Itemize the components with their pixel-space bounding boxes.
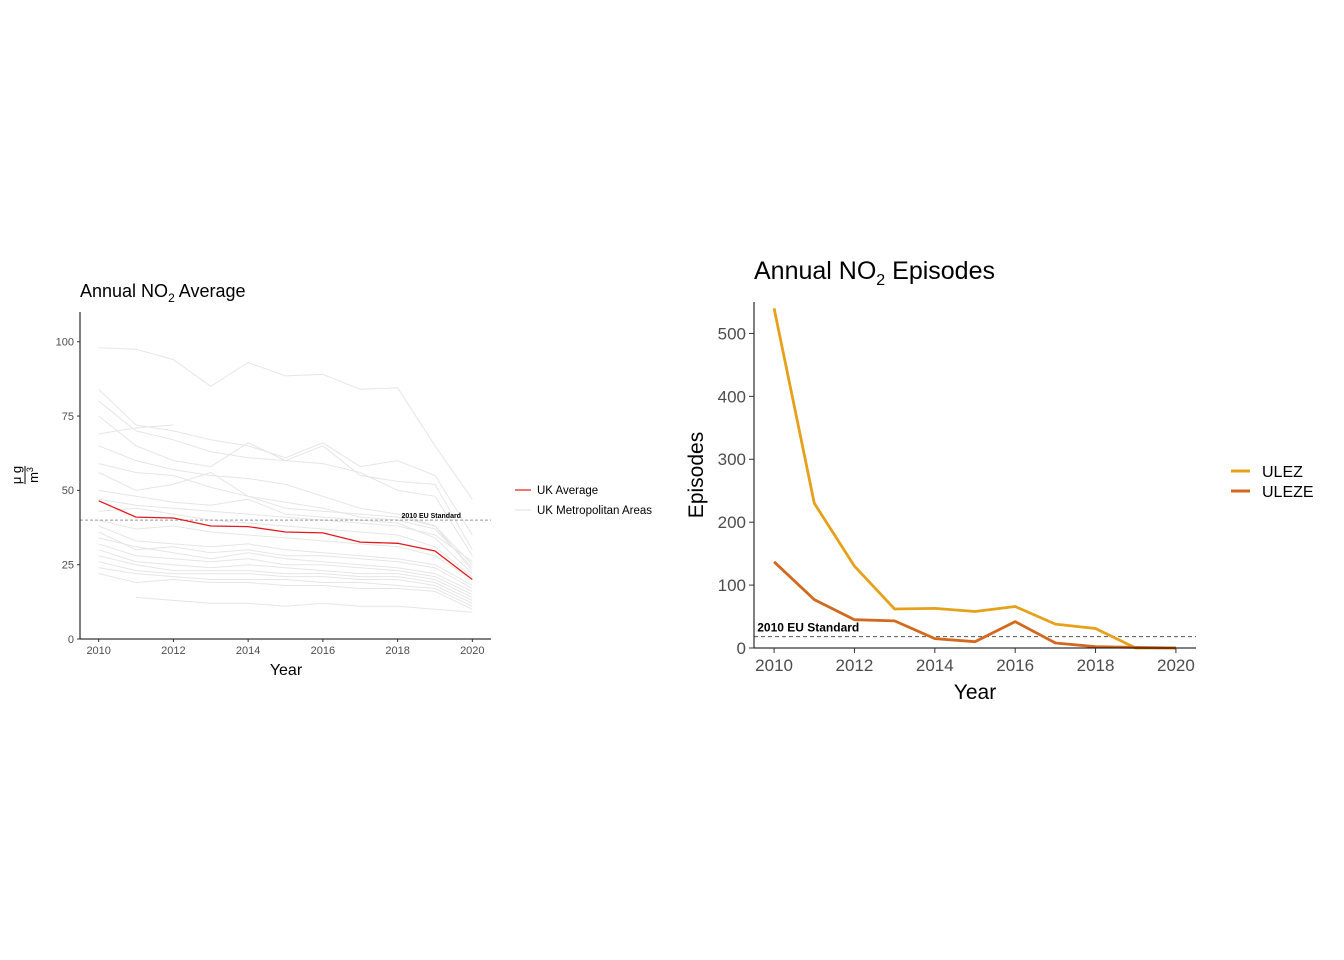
y-tick-label: 75 [62,411,74,423]
y-tick-label: 300 [718,450,746,469]
chart1-title: Annual NO2 Average [80,281,245,305]
legend-label-ulez: ULEZ [1262,464,1303,481]
eu-standard-label: 2010 EU Standard [401,513,461,520]
metro-area-line [98,415,473,557]
chart2-axes: 2010 2012 2014 2016 2018 2020 0 100 200 300 400 500 [718,302,1196,675]
metro-area-line [98,519,473,580]
series-line-uleze [773,560,1176,650]
chart1-y-axis-label: μ g m3 [9,466,41,484]
metro-area-line [98,537,473,592]
metro-area-line [135,596,473,613]
x-tick-label: 2016 [311,645,335,657]
uk-average-series [98,500,473,581]
eu-standard-line: 2010 EU Standard [80,513,491,521]
metro-area-line [98,567,473,607]
chart1-legend: UK Average UK Metropolitan Areas [515,485,652,517]
chart2-legend: ULEZ ULEZE [1231,464,1314,501]
metro-area-lines [98,347,473,613]
series-line-ulez [772,308,1176,650]
x-tick-label: 2012 [161,645,185,657]
chart-no2-episodes: Annual NO2 Episodes 2010 EU Standard 201… [685,257,1314,704]
metro-area-line [98,498,473,563]
eu-standard-label: 2010 EU Standard [757,621,859,635]
metro-area-line [98,531,473,589]
x-tick-label: 2020 [1157,656,1195,675]
x-tick-label: 2012 [836,656,874,675]
chart2-x-axis-label: Year [954,681,996,704]
x-tick-label: 2010 [86,645,110,657]
metro-area-line [98,561,473,604]
x-tick-label: 2014 [916,656,954,675]
y-tick-label: 100 [718,576,746,595]
metro-area-line [98,489,473,574]
chart-no2-average: Annual NO2 Average 2010 EU Standard 2010… [9,281,652,679]
legend-label-uk-average: UK Average [537,485,598,497]
x-tick-label: 2016 [996,656,1034,675]
eu-standard-line: 2010 EU Standard [754,621,1196,638]
chart2-title: Annual NO2 Episodes [754,257,995,289]
episode-series [772,308,1176,650]
legend-label-uleze: ULEZE [1262,484,1314,501]
chart1-axes: 2010 2012 2014 2016 2018 2020 0 25 50 75 100 [56,312,491,657]
metro-area-line [98,463,473,569]
x-tick-label: 2018 [385,645,409,657]
y-label-denominator: m3 [25,467,41,483]
y-tick-label: 100 [56,337,74,349]
x-tick-label: 2010 [755,656,793,675]
chart2-y-axis-label: Episodes [685,432,708,518]
metro-area-line [98,549,473,598]
metro-area-line [98,445,473,566]
y-tick-label: 500 [718,324,746,343]
uk-average-line [98,500,473,581]
metro-area-line [98,573,473,610]
legend-label-metro-areas: UK Metropolitan Areas [537,505,652,517]
metro-area-line [98,424,174,435]
y-tick-label: 0 [68,634,74,646]
y-tick-label: 200 [718,513,746,532]
metro-area-line [98,525,473,586]
chart1-x-axis-label: Year [270,662,303,679]
metro-area-line [98,507,473,577]
x-tick-label: 2018 [1077,656,1115,675]
metro-area-line [98,347,473,500]
y-label-numerator: μ g [9,466,24,484]
y-tick-label: 0 [737,639,746,658]
metro-area-line [98,555,473,601]
metro-area-line [98,388,473,536]
x-tick-label: 2014 [236,645,260,657]
y-tick-label: 400 [718,387,746,406]
metro-area-line [98,543,473,595]
y-tick-label: 50 [62,485,74,497]
x-tick-label: 2020 [460,645,484,657]
y-tick-label: 25 [62,560,74,572]
